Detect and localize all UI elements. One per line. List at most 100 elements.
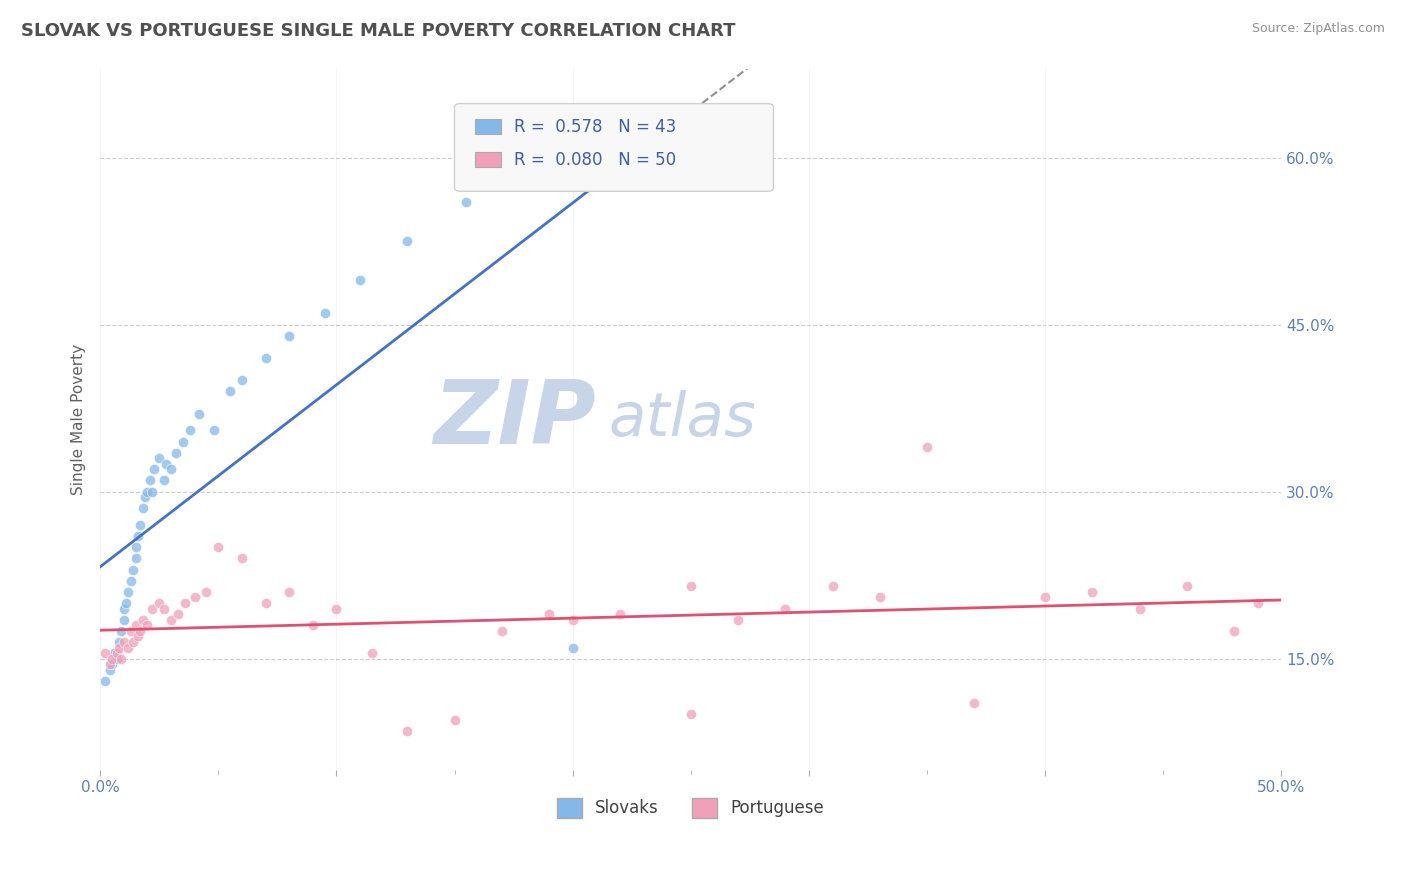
- Point: [139, 474, 162, 488]
- Point: [115, 596, 138, 610]
- Point: [172, 434, 194, 449]
- Point: [278, 328, 301, 343]
- Point: [124, 551, 146, 566]
- Point: [174, 596, 197, 610]
- Point: [1175, 579, 1198, 593]
- Point: [103, 646, 125, 660]
- Point: [129, 518, 152, 533]
- Point: [254, 596, 277, 610]
- Point: [325, 601, 347, 615]
- Y-axis label: Single Male Poverty: Single Male Poverty: [72, 343, 86, 495]
- Point: [105, 646, 128, 660]
- Point: [134, 490, 156, 504]
- Point: [561, 613, 583, 627]
- Point: [127, 629, 149, 643]
- Point: [148, 451, 170, 466]
- Text: ZIP: ZIP: [433, 376, 596, 463]
- Point: [314, 306, 336, 320]
- Point: [179, 424, 201, 438]
- Point: [160, 462, 183, 476]
- Point: [143, 462, 166, 476]
- Point: [278, 585, 301, 599]
- Point: [148, 596, 170, 610]
- Point: [122, 635, 145, 649]
- Point: [136, 484, 159, 499]
- Point: [821, 579, 844, 593]
- Point: [131, 613, 153, 627]
- Point: [101, 651, 124, 665]
- Point: [679, 707, 702, 722]
- Point: [1033, 591, 1056, 605]
- Point: [1081, 585, 1104, 599]
- Point: [915, 440, 938, 454]
- Point: [94, 673, 117, 688]
- Point: [775, 601, 797, 615]
- Point: [155, 457, 177, 471]
- Point: [153, 601, 176, 615]
- Point: [561, 640, 583, 655]
- Point: [219, 384, 242, 399]
- Point: [537, 607, 560, 621]
- Point: [869, 591, 891, 605]
- Point: [1223, 624, 1246, 638]
- Point: [94, 646, 117, 660]
- Point: [112, 601, 135, 615]
- Point: [160, 613, 183, 627]
- Point: [188, 407, 211, 421]
- Legend: Slovaks, Portuguese: Slovaks, Portuguese: [550, 791, 831, 825]
- Point: [727, 613, 749, 627]
- Point: [101, 657, 124, 672]
- Point: [167, 607, 190, 621]
- Point: [122, 563, 145, 577]
- Point: [183, 591, 205, 605]
- Point: [491, 624, 513, 638]
- Point: [963, 696, 986, 710]
- Point: [443, 713, 465, 727]
- Text: Source: ZipAtlas.com: Source: ZipAtlas.com: [1251, 22, 1385, 36]
- Point: [165, 445, 187, 459]
- Point: [117, 585, 139, 599]
- Text: SLOVAK VS PORTUGUESE SINGLE MALE POVERTY CORRELATION CHART: SLOVAK VS PORTUGUESE SINGLE MALE POVERTY…: [21, 22, 735, 40]
- Point: [108, 635, 131, 649]
- Text: R =  0.578   N = 43: R = 0.578 N = 43: [513, 118, 676, 136]
- FancyBboxPatch shape: [475, 152, 501, 168]
- Point: [360, 646, 382, 660]
- Point: [112, 635, 135, 649]
- FancyBboxPatch shape: [454, 103, 773, 191]
- Point: [655, 128, 678, 143]
- Point: [396, 724, 419, 739]
- FancyBboxPatch shape: [475, 119, 501, 135]
- Text: atlas: atlas: [607, 390, 756, 449]
- Point: [254, 351, 277, 365]
- Point: [110, 651, 132, 665]
- Point: [124, 618, 146, 632]
- Point: [456, 195, 478, 210]
- Point: [202, 424, 225, 438]
- Point: [153, 474, 176, 488]
- Point: [124, 541, 146, 555]
- Point: [98, 657, 121, 672]
- Point: [1129, 601, 1152, 615]
- Point: [120, 574, 142, 588]
- Point: [131, 501, 153, 516]
- Point: [108, 640, 131, 655]
- Point: [120, 624, 142, 638]
- Point: [231, 373, 253, 387]
- Point: [136, 618, 159, 632]
- Point: [1247, 596, 1270, 610]
- Point: [231, 551, 253, 566]
- Point: [141, 601, 163, 615]
- Point: [349, 273, 371, 287]
- Point: [110, 624, 132, 638]
- Point: [127, 529, 149, 543]
- Point: [98, 663, 121, 677]
- Point: [526, 156, 548, 170]
- Point: [609, 607, 631, 621]
- Text: R =  0.080   N = 50: R = 0.080 N = 50: [513, 151, 676, 169]
- Point: [301, 618, 323, 632]
- Point: [112, 613, 135, 627]
- Point: [129, 624, 152, 638]
- Point: [141, 484, 163, 499]
- Point: [396, 234, 419, 248]
- Point: [195, 585, 218, 599]
